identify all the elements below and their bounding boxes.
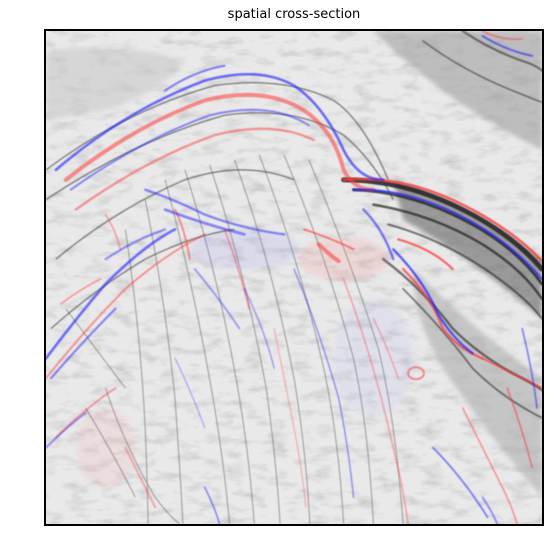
figure-title: spatial cross-section	[227, 7, 361, 22]
seismic-image-frame	[44, 29, 544, 526]
seismic-section-image	[46, 31, 542, 524]
